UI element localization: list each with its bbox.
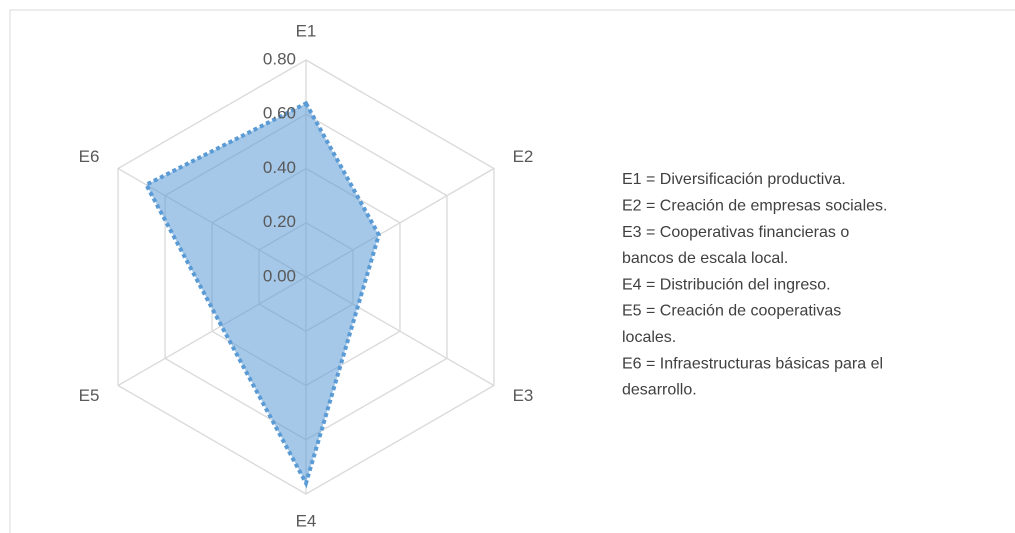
legend-note: E3 = Cooperativas financieras o xyxy=(622,224,849,241)
axis-category-label: E2 xyxy=(513,147,534,166)
y-tick-label: 0.60 xyxy=(263,104,296,123)
series-area xyxy=(143,100,381,489)
y-tick-label: 0.00 xyxy=(263,266,296,285)
legend-note: E6 = Infraestructuras básicas para el xyxy=(622,355,883,372)
axis-category-label: E1 xyxy=(296,21,317,40)
legend-note: E5 = Creación de cooperativas xyxy=(622,303,841,320)
legend-note: locales. xyxy=(622,329,676,346)
chart-frame xyxy=(9,9,1015,533)
axis-category-label: E4 xyxy=(296,511,317,530)
legend-note: E2 = Creación de empresas sociales. xyxy=(622,198,887,215)
axis-category-label: E3 xyxy=(513,386,534,405)
legend-note: E1 = Diversificación productiva. xyxy=(622,171,846,188)
legend-note: E4 = Distribución del ingreso. xyxy=(622,276,831,293)
y-tick-label: 0.80 xyxy=(263,49,296,68)
legend-note: desarrollo. xyxy=(622,382,697,399)
legend-note: bancos de escala local. xyxy=(622,250,788,267)
axis-category-label: E6 xyxy=(79,147,100,166)
axis-category-label: E5 xyxy=(79,386,100,405)
y-tick-label: 0.20 xyxy=(263,212,296,231)
y-tick-label: 0.40 xyxy=(263,158,296,177)
